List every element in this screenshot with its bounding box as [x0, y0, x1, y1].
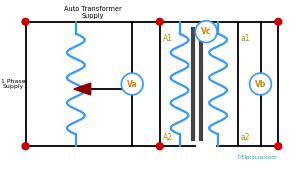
Text: Va: Va [127, 79, 137, 89]
Text: A1: A1 [163, 34, 173, 43]
Circle shape [250, 73, 272, 95]
Text: Vb: Vb [255, 79, 266, 89]
Circle shape [156, 143, 163, 150]
Circle shape [22, 18, 29, 25]
Text: Auto Transformer
Supply: Auto Transformer Supply [64, 6, 122, 19]
Text: a2: a2 [241, 133, 250, 142]
Text: a1: a1 [241, 34, 250, 43]
Text: A2: A2 [163, 133, 173, 142]
Text: ©Elprocus.com: ©Elprocus.com [236, 154, 276, 160]
Circle shape [275, 143, 282, 150]
Polygon shape [74, 83, 91, 95]
Circle shape [195, 21, 217, 43]
Text: Vc: Vc [201, 27, 211, 36]
Circle shape [22, 143, 29, 150]
Circle shape [275, 18, 282, 25]
Circle shape [121, 73, 143, 95]
Text: 1 Phase
Supply: 1 Phase Supply [2, 79, 26, 89]
Circle shape [156, 18, 163, 25]
